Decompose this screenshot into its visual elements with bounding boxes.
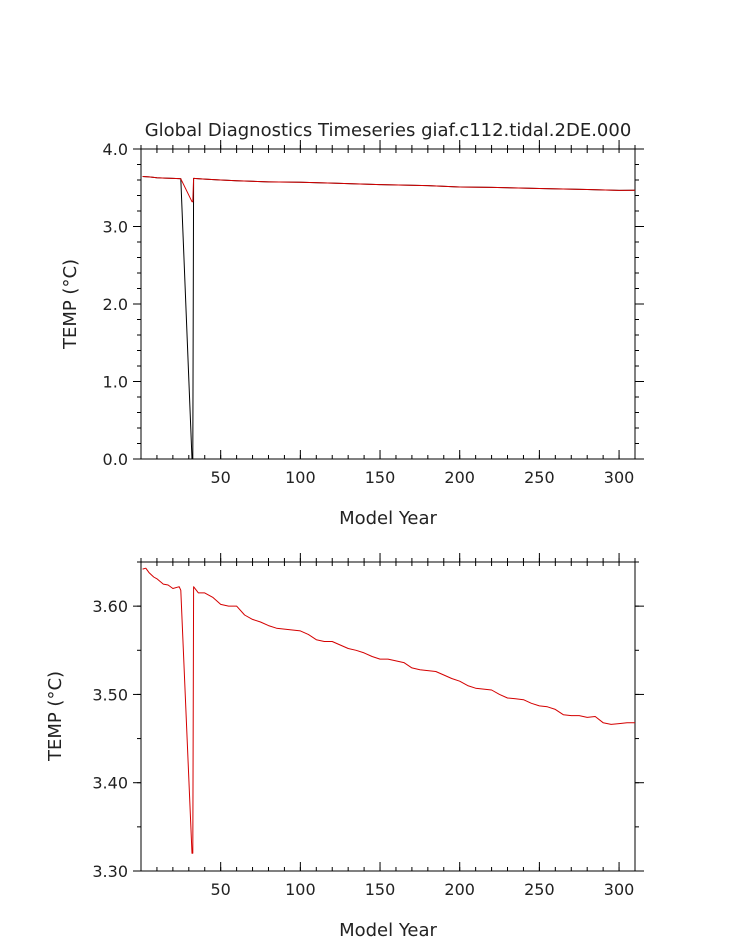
bottom-ticks: 50 100 150 200 250 300 3.30 3.40 3.50 3.60 (92, 553, 644, 899)
top-y-tick-label: 4.0 (103, 140, 128, 159)
top-x-tick-label: 250 (524, 468, 555, 487)
top-x-tick-label: 200 (444, 468, 475, 487)
top-y-axis-label: TEMP (°C) (60, 259, 81, 350)
bottom-panel: 50 100 150 200 250 300 3.30 3.40 3.50 3.60 Model … (45, 553, 644, 941)
chart-title: Global Diagnostics Timeseries giaf.c112.… (145, 120, 632, 141)
top-plot-frame (140, 148, 636, 460)
top-x-tick-label: 100 (285, 468, 316, 487)
top-panel: 50 100 150 200 250 300 0.0 1.0 2.0 3.0 4.0 Model Y… (60, 140, 644, 529)
bottom-series-line-0 (142, 567, 635, 854)
bottom-x-axis-label: Model Year (339, 920, 437, 941)
top-x-tick-label: 50 (210, 468, 230, 487)
top-y-tick-label: 3.0 (103, 218, 128, 237)
bottom-y-tick-label: 3.50 (92, 685, 128, 704)
top-x-tick-label: 300 (604, 468, 635, 487)
bottom-x-tick-label: 100 (285, 880, 316, 899)
bottom-y-axis-label: TEMP (°C) (45, 671, 66, 762)
bottom-y-tick-label: 3.60 (92, 597, 128, 616)
bottom-x-tick-label: 300 (604, 880, 635, 899)
top-y-tick-label: 1.0 (103, 373, 128, 392)
top-series-group (142, 176, 636, 460)
top-y-tick-label: 0.0 (103, 450, 128, 469)
bottom-series-group (142, 567, 635, 854)
top-x-axis-label: Model Year (339, 508, 437, 529)
bottom-plot-frame (140, 561, 636, 872)
bottom-x-tick-label: 150 (365, 880, 396, 899)
top-y-tick-label: 2.0 (103, 295, 128, 314)
bottom-x-tick-label: 50 (210, 880, 230, 899)
bottom-y-tick-label: 3.30 (92, 862, 128, 881)
bottom-x-tick-label: 250 (524, 880, 555, 899)
top-series-line-0 (142, 176, 636, 460)
top-ticks: 50 100 150 200 250 300 0.0 1.0 2.0 3.0 4.0 (103, 140, 644, 487)
top-series-line-1 (142, 176, 636, 203)
top-x-tick-label: 150 (365, 468, 396, 487)
bottom-x-tick-label: 200 (444, 880, 475, 899)
bottom-y-tick-label: 3.40 (92, 774, 128, 793)
